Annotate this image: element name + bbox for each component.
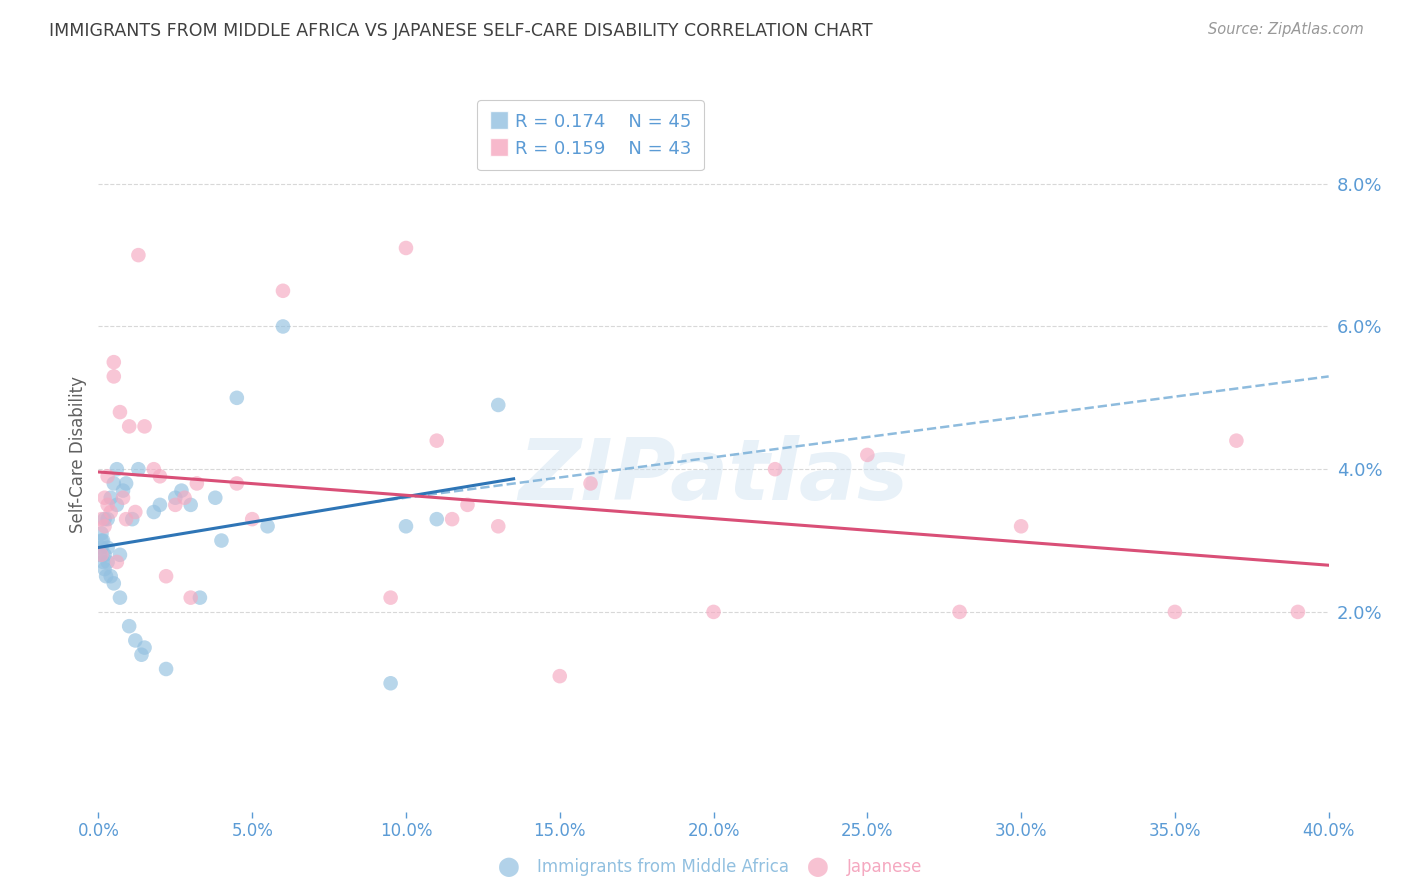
Text: IMMIGRANTS FROM MIDDLE AFRICA VS JAPANESE SELF-CARE DISABILITY CORRELATION CHART: IMMIGRANTS FROM MIDDLE AFRICA VS JAPANES… [49,22,873,40]
Point [100,505,122,519]
Point [165,498,187,512]
Point [91,533,114,548]
Point [103,355,125,369]
Point [134,640,156,655]
Point [426,512,449,526]
Point [121,512,143,526]
Text: Source: ZipAtlas.com: Source: ZipAtlas.com [1208,22,1364,37]
Point [90,541,112,555]
Point [89,548,111,562]
Point [703,605,725,619]
Point [395,241,418,255]
Point [93,519,115,533]
Point [108,405,131,419]
Point [142,462,165,476]
Point [395,519,418,533]
Point [486,398,509,412]
Text: ZIPatlas: ZIPatlas [519,434,908,518]
Point [271,319,294,334]
Point [93,512,115,526]
Point [93,548,115,562]
Text: Immigrants from Middle Africa: Immigrants from Middle Africa [537,858,789,876]
Point [127,462,149,476]
Point [548,669,571,683]
Point [180,591,202,605]
Point [93,491,115,505]
Point [108,591,131,605]
Point [118,619,141,633]
Point [90,533,112,548]
Point [204,491,226,505]
Point [188,591,211,605]
Point [165,491,187,505]
Text: ⬤: ⬤ [498,857,520,877]
Point [456,498,478,512]
Point [155,569,177,583]
Point [97,555,120,569]
Point [173,491,195,505]
Point [90,526,112,541]
Point [105,498,128,512]
Point [127,248,149,262]
Point [100,569,122,583]
Point [103,576,125,591]
Point [100,491,122,505]
Point [112,483,135,498]
Point [105,555,128,569]
Point [142,505,165,519]
Point [115,512,138,526]
Point [380,676,402,690]
Point [94,569,117,583]
Point [426,434,449,448]
Point [124,505,146,519]
Point [225,476,247,491]
Point [180,498,202,512]
Point [155,662,177,676]
Point [271,284,294,298]
Point [97,512,120,526]
Text: Japanese: Japanese [846,858,922,876]
Point [91,555,114,569]
Point [579,476,602,491]
Point [124,633,146,648]
Point [486,519,509,533]
Point [170,483,193,498]
Point [1010,519,1032,533]
Point [90,512,112,526]
Point [118,419,141,434]
Point [149,469,172,483]
Point [93,562,115,576]
Point [949,605,972,619]
Legend: R = 0.174    N = 45, R = 0.159    N = 43: R = 0.174 N = 45, R = 0.159 N = 43 [477,100,704,170]
Point [90,548,112,562]
Point [441,512,464,526]
Point [97,541,120,555]
Point [103,369,125,384]
Point [134,419,156,434]
Point [186,476,208,491]
Point [1225,434,1247,448]
Point [97,498,120,512]
Point [225,391,247,405]
Point [112,491,135,505]
Point [105,462,128,476]
Point [211,533,233,548]
Point [149,498,172,512]
Point [256,519,278,533]
Point [240,512,263,526]
Point [108,548,131,562]
Point [115,476,138,491]
Y-axis label: Self-Care Disability: Self-Care Disability [69,376,87,533]
Point [1164,605,1187,619]
Point [97,469,120,483]
Point [131,648,153,662]
Point [763,462,786,476]
Point [1286,605,1309,619]
Text: ⬤: ⬤ [807,857,830,877]
Point [380,591,402,605]
Point [103,476,125,491]
Point [856,448,879,462]
